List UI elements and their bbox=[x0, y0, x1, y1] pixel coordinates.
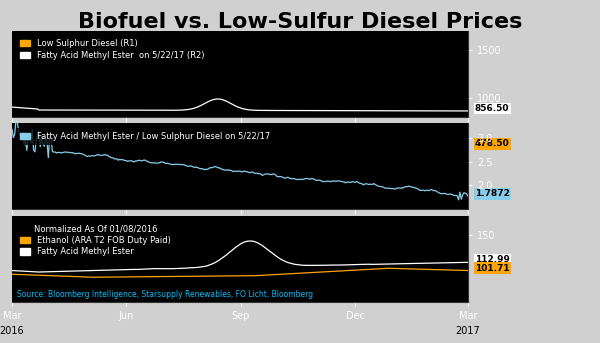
Text: 1.7872: 1.7872 bbox=[475, 189, 510, 198]
Legend: Low Sulphur Diesel (R1), Fatty Acid Methyl Ester  on 5/22/17 (R2): Low Sulphur Diesel (R1), Fatty Acid Meth… bbox=[16, 35, 209, 64]
Text: 2016: 2016 bbox=[0, 326, 25, 336]
Legend: Ethanol (ARA T2 FOB Duty Paid), Fatty Acid Methyl Ester: Ethanol (ARA T2 FOB Duty Paid), Fatty Ac… bbox=[16, 220, 175, 261]
Text: 112.99: 112.99 bbox=[475, 255, 510, 264]
Legend: Fatty Acid Methyl Ester / Low Sulphur Diesel on 5/22/17: Fatty Acid Methyl Ester / Low Sulphur Di… bbox=[16, 128, 274, 145]
Text: 856.50: 856.50 bbox=[475, 104, 509, 113]
Text: 478.50: 478.50 bbox=[475, 139, 509, 148]
Text: 101.71: 101.71 bbox=[475, 263, 509, 273]
Text: Biofuel vs. Low-Sulfur Diesel Prices: Biofuel vs. Low-Sulfur Diesel Prices bbox=[78, 12, 522, 32]
Text: 2017: 2017 bbox=[455, 326, 481, 336]
Text: Source: Bloomberg Intelligence, Starsupply Renewables, FO Licht, Bloomberg: Source: Bloomberg Intelligence, Starsupp… bbox=[17, 290, 313, 299]
